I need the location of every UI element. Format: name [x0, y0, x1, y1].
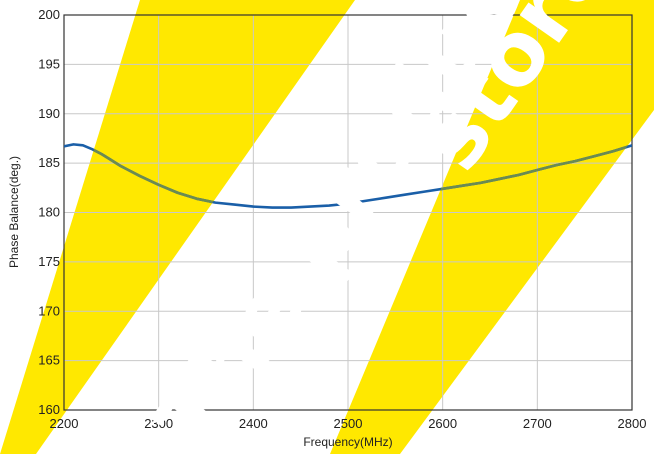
y-tick-label: 185: [38, 155, 60, 170]
y-tick-label: 165: [38, 353, 60, 368]
x-tick-label: 2600: [428, 416, 457, 431]
x-tick-label: 2700: [523, 416, 552, 431]
y-tick-label: 195: [38, 56, 60, 71]
plot-frame: [63, 14, 633, 411]
y-tick-labels: 160 165 170 175 180 185 190 195 200: [38, 7, 60, 417]
x-tick-label: 2200: [50, 416, 79, 431]
y-tick-label: 160: [38, 402, 60, 417]
series-line: [64, 143, 632, 209]
y-tick-label: 175: [38, 254, 60, 269]
series-curve-tinted: [64, 143, 632, 209]
x-tick-label: 2800: [618, 416, 647, 431]
x-tick-label: 2500: [334, 416, 363, 431]
y-tick-label: 180: [38, 205, 60, 220]
y-tick-label: 200: [38, 7, 60, 22]
x-tick-label: 2400: [239, 416, 268, 431]
x-tick-label: 2300: [144, 416, 173, 431]
y-tick-label: 170: [38, 303, 60, 318]
y-tick-label: 190: [38, 106, 60, 121]
x-axis-label: Frequency(MHz): [303, 435, 392, 449]
x-tick-labels: 2200 2300 2400 2500 2600 2700 2800: [50, 416, 647, 431]
y-axis-label: Phase Balance(deg.): [7, 156, 21, 268]
